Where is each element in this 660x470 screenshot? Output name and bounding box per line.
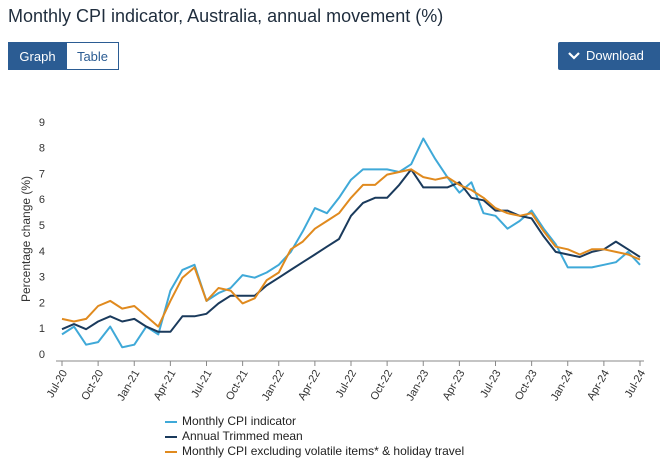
graph-tab[interactable]: Graph xyxy=(8,42,67,70)
x-tick-label: Jul-24 xyxy=(623,368,648,400)
x-tick-label: Apr-23 xyxy=(441,368,468,403)
y-tick-label: 9 xyxy=(39,117,45,129)
legend-label: Monthly CPI indicator xyxy=(182,414,296,428)
y-tick-label: 1 xyxy=(39,323,45,335)
download-label: Download xyxy=(586,48,644,63)
x-tick-label: Oct-23 xyxy=(513,368,540,403)
y-tick-label: 8 xyxy=(39,143,45,155)
x-tick-label: Oct-21 xyxy=(224,368,251,403)
x-tick-label: Jul-20 xyxy=(45,368,70,400)
y-tick-label: 0 xyxy=(39,349,45,361)
y-tick-label: 5 xyxy=(39,220,45,232)
y-tick-label: 4 xyxy=(39,246,45,258)
legend-label: Monthly CPI excluding volatile items* & … xyxy=(182,444,464,458)
x-tick-label: Apr-22 xyxy=(296,368,323,403)
x-tick-label: Jul-22 xyxy=(334,368,359,400)
page-title: Monthly CPI indicator, Australia, annual… xyxy=(8,6,444,26)
legend-label: Annual Trimmed mean xyxy=(182,429,303,443)
series-line xyxy=(61,168,641,328)
x-tick-label: Jan-24 xyxy=(549,368,576,403)
download-button[interactable]: Download xyxy=(558,42,660,70)
x-tick-label: Jul-21 xyxy=(189,368,214,400)
y-axis-title: Percentage change (%) xyxy=(19,176,33,302)
x-tick-label: Jan-22 xyxy=(260,368,287,403)
x-tick-label: Apr-21 xyxy=(152,368,179,403)
y-tick-label: 3 xyxy=(39,272,45,284)
y-tick-label: 6 xyxy=(39,194,45,206)
x-tick-label: Oct-20 xyxy=(79,368,106,403)
table-tab[interactable]: Table xyxy=(66,42,119,70)
y-tick-label: 2 xyxy=(39,297,45,309)
x-tick-label: Jan-21 xyxy=(115,368,142,403)
y-tick-label: 7 xyxy=(39,168,45,180)
series-line xyxy=(61,137,641,349)
x-tick-label: Apr-24 xyxy=(585,368,612,403)
x-tick-label: Jul-23 xyxy=(478,368,503,400)
x-tick-label: Oct-22 xyxy=(368,368,395,403)
chevron-icon xyxy=(568,52,580,60)
x-tick-label: Jan-23 xyxy=(404,368,431,403)
series-line xyxy=(61,168,641,333)
